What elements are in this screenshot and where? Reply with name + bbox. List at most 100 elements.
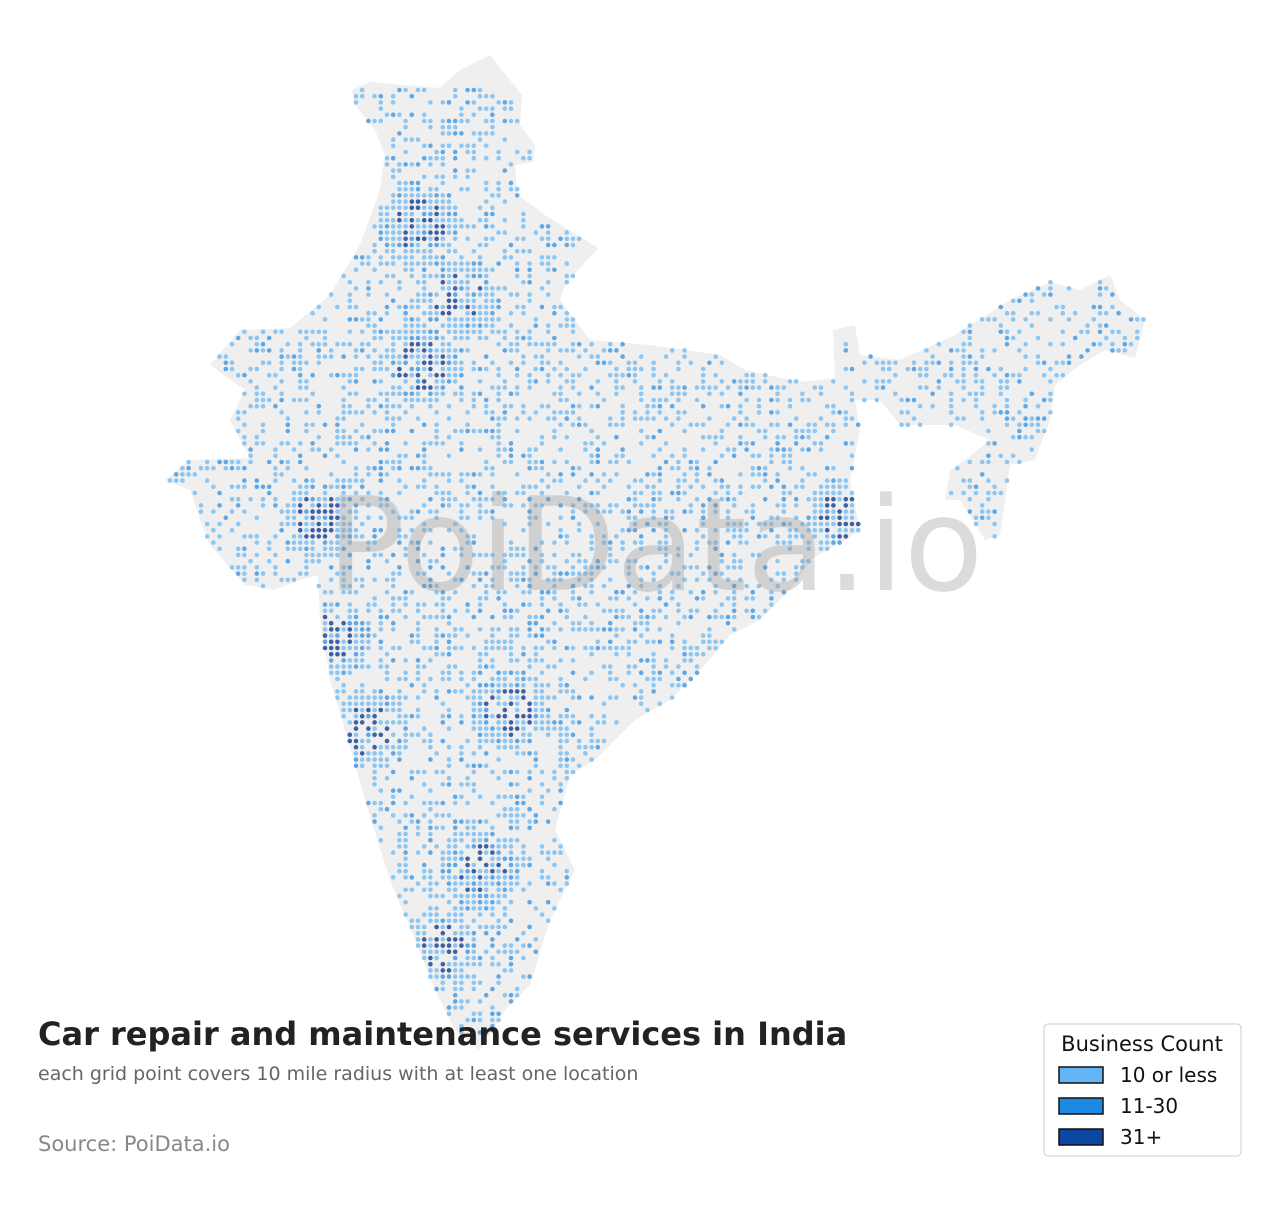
grid-point: [855, 527, 861, 533]
grid-point: [992, 441, 997, 446]
grid-point: [527, 658, 532, 663]
grid-point: [440, 596, 446, 601]
grid-point: [545, 323, 551, 328]
grid-point: [409, 205, 415, 211]
grid-point: [322, 422, 328, 428]
grid-point: [409, 317, 415, 322]
grid-point: [521, 682, 526, 688]
grid-point: [527, 589, 532, 595]
grid-point: [961, 341, 966, 347]
grid-point: [576, 558, 582, 564]
grid-point: [787, 465, 793, 471]
grid-point: [979, 354, 985, 359]
grid-point: [490, 924, 495, 930]
grid-point: [335, 633, 340, 638]
grid-point: [211, 484, 216, 490]
grid-point: [285, 428, 291, 434]
grid-point: [539, 670, 545, 676]
grid-point: [508, 949, 514, 955]
grid-point: [490, 224, 495, 229]
grid-point: [539, 459, 545, 465]
grid-point: [545, 627, 551, 632]
grid-point: [973, 379, 979, 384]
grid-point: [973, 521, 979, 527]
grid-point: [304, 484, 309, 490]
grid-point: [595, 558, 601, 564]
grid-point: [378, 837, 384, 843]
grid-point: [607, 459, 613, 465]
grid-point: [483, 496, 489, 502]
grid-point: [397, 193, 402, 198]
grid-point: [1023, 341, 1028, 347]
grid-point: [682, 527, 687, 533]
grid-point: [1035, 422, 1041, 428]
grid-point: [415, 825, 421, 831]
grid-point: [552, 906, 557, 911]
grid-point: [725, 447, 731, 452]
grid-point: [514, 416, 520, 421]
grid-point: [576, 627, 582, 632]
grid-point: [347, 658, 353, 663]
grid-point: [353, 465, 359, 471]
grid-point: [452, 794, 458, 800]
grid-point: [539, 769, 545, 775]
grid-point: [378, 496, 384, 502]
grid-point: [403, 614, 408, 620]
grid-point: [607, 546, 613, 552]
grid-point: [459, 366, 464, 372]
grid-point: [273, 403, 278, 409]
grid-point: [669, 515, 675, 521]
grid-point: [769, 577, 774, 583]
grid-point: [533, 565, 539, 570]
grid-point: [626, 558, 632, 564]
grid-point: [471, 131, 477, 136]
grid-point: [477, 255, 483, 260]
grid-point: [527, 385, 532, 390]
grid-point: [471, 143, 477, 149]
grid-point: [291, 546, 297, 552]
grid-point: [682, 354, 687, 359]
grid-point: [1048, 279, 1053, 285]
grid-point: [440, 862, 446, 868]
grid-point: [366, 286, 371, 291]
grid-point: [353, 472, 359, 477]
grid-point: [545, 707, 551, 713]
grid-point: [502, 168, 508, 173]
grid-point: [849, 490, 855, 496]
grid-point: [545, 608, 551, 614]
grid-point: [353, 707, 359, 713]
grid-point: [521, 577, 526, 583]
grid-point: [496, 744, 501, 750]
grid-point: [434, 912, 439, 917]
grid-point: [452, 335, 458, 341]
grid-point: [793, 534, 799, 539]
grid-point: [645, 639, 650, 645]
grid-point: [514, 862, 520, 868]
grid-point: [527, 261, 532, 266]
grid-point: [496, 422, 501, 428]
grid-point: [403, 602, 408, 607]
grid-point: [508, 850, 514, 855]
grid-point: [192, 472, 198, 477]
grid-point: [545, 329, 551, 335]
grid-point: [477, 1017, 483, 1023]
grid-point: [359, 329, 365, 335]
grid-point: [564, 490, 570, 496]
grid-point: [1029, 292, 1035, 297]
grid-point: [682, 478, 687, 483]
grid-point: [583, 751, 588, 756]
grid-point: [496, 385, 501, 390]
grid-point: [1097, 323, 1103, 328]
grid-point: [421, 949, 427, 955]
grid-point: [465, 335, 470, 341]
grid-point: [589, 546, 594, 552]
grid-point: [638, 701, 644, 707]
grid-point: [626, 596, 632, 601]
grid-point: [421, 726, 427, 731]
grid-point: [831, 496, 836, 502]
grid-point: [490, 329, 495, 335]
grid-point: [310, 372, 315, 378]
grid-point: [452, 577, 458, 583]
grid-point: [347, 391, 353, 397]
grid-point: [372, 707, 377, 713]
